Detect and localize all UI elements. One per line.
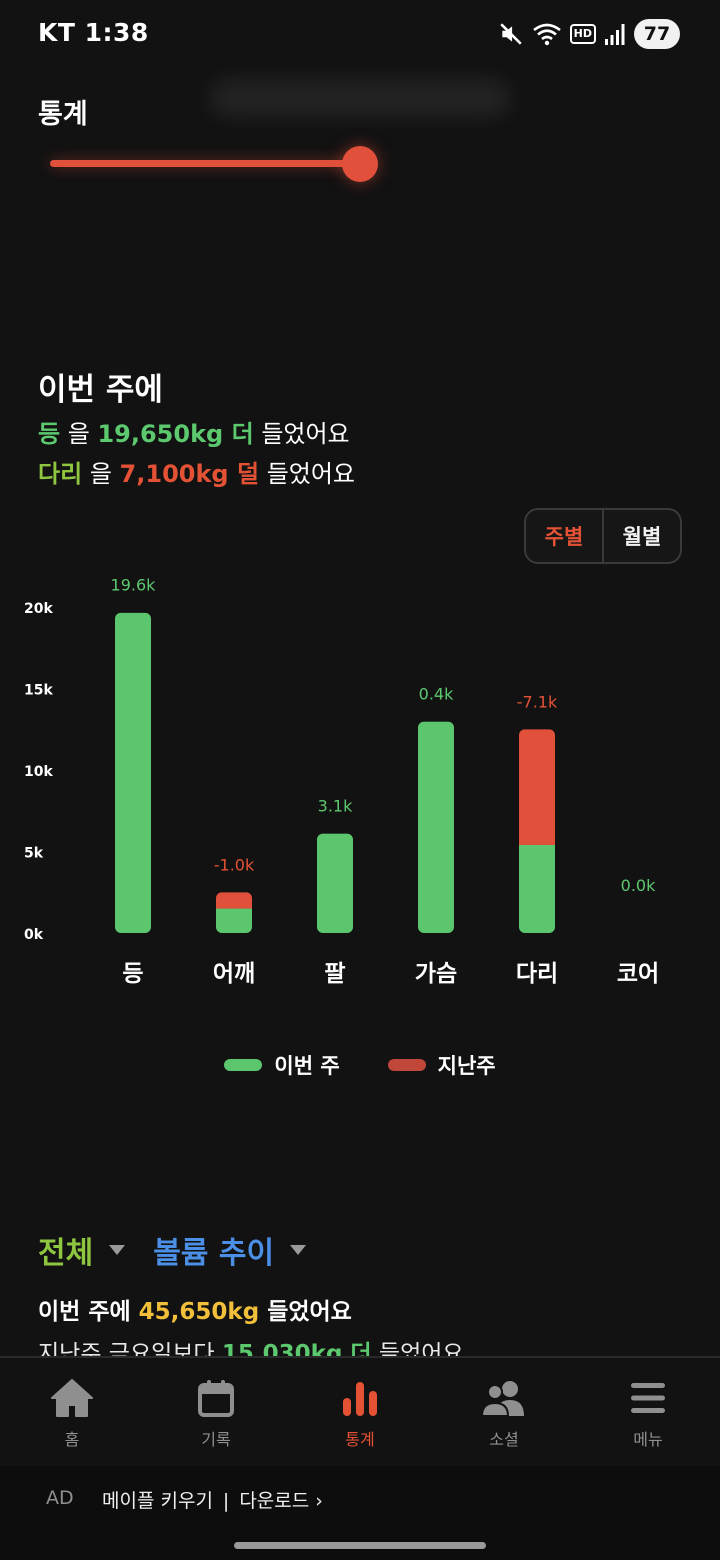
- nav-label-home: 홈: [64, 1430, 80, 1449]
- nav-item-stats[interactable]: 통계: [288, 1358, 432, 1466]
- bar-group: [317, 833, 353, 933]
- toggle-weekly[interactable]: 주별: [544, 525, 584, 549]
- people-icon: [480, 1381, 524, 1417]
- metric-dropdown-label[interactable]: 볼륨 추이: [153, 1236, 275, 1271]
- blurred-header-content: [210, 80, 510, 116]
- filter-chevron-down-icon[interactable]: [109, 1245, 126, 1255]
- bar-data-label: 0.0k: [621, 876, 656, 895]
- home-indicator[interactable]: [234, 1542, 486, 1549]
- bar-group: [519, 729, 555, 933]
- bar-group: [418, 721, 454, 933]
- nav-item-menu[interactable]: 메뉴: [576, 1358, 720, 1466]
- summary-line-top: 등 을 19,650kg 더 들었어요: [38, 414, 350, 449]
- bar-data-label: -1.0k: [214, 855, 255, 874]
- status-bar: KT 1:38 HD 77: [0, 0, 720, 68]
- filter-dropdown-label[interactable]: 전체: [38, 1236, 94, 1271]
- slider-thumb[interactable]: [342, 146, 378, 182]
- x-category-label: 팔: [324, 961, 345, 987]
- volume-bar-chart: 0k 5k 10k 15k 20k 19.6k 등 -1.0k 어깨 3.1k 팔 0.4k 가슴 -7.…: [24, 576, 659, 987]
- page-title: 통계: [38, 99, 88, 130]
- bar-this-week[interactable]: [317, 833, 353, 933]
- x-category-label: 어깨: [213, 961, 255, 987]
- bar-data-label: 0.4k: [419, 685, 454, 704]
- ad-separator: |: [222, 1490, 230, 1512]
- summary-bottom-suffix: 들었어요: [266, 460, 356, 488]
- nav-label-record: 기록: [201, 1430, 231, 1449]
- summary-top-suffix: 들었어요: [261, 420, 350, 448]
- slider-track[interactable]: [50, 160, 362, 167]
- nav-item-social[interactable]: 소셜: [432, 1358, 576, 1466]
- bar-data-label: 3.1k: [318, 797, 353, 816]
- bar-this-week[interactable]: [115, 612, 151, 933]
- ad-action[interactable]: 다운로드 ›: [239, 1490, 323, 1512]
- wifi-icon: [532, 23, 561, 46]
- bar-last-week[interactable]: [216, 892, 252, 909]
- mute-icon: [499, 23, 522, 45]
- toggle-monthly[interactable]: 월별: [602, 510, 680, 562]
- bar-this-week[interactable]: [418, 721, 454, 933]
- ad-title: 메이플 키우기: [102, 1490, 213, 1512]
- trend-summary-line: 이번 주에 45,650kg 들었어요: [38, 1292, 352, 1326]
- y-tick-label: 0k: [24, 927, 44, 943]
- x-category-label: 가슴: [415, 961, 457, 987]
- y-tick-label: 5k: [24, 846, 44, 862]
- hd-badge: HD: [569, 24, 596, 44]
- trend-line1-suffix: 들었어요: [267, 1299, 352, 1325]
- bar-data-label: -7.1k: [517, 692, 558, 711]
- x-category-label: 등: [122, 961, 143, 987]
- metric-chevron-down-icon[interactable]: [290, 1245, 307, 1255]
- summary-top-amount: 19,650kg 더: [97, 420, 254, 448]
- nav-item-home[interactable]: 홈: [0, 1358, 144, 1466]
- signal-icon: [605, 24, 625, 45]
- legend-label-this-week: 이번 주: [274, 1054, 340, 1078]
- ad-text[interactable]: 메이플 키우기 | 다운로드 ›: [102, 1486, 323, 1513]
- nav-label-social: 소셜: [489, 1430, 519, 1449]
- legend-label-last-week: 지난주: [437, 1054, 496, 1078]
- status-icons: HD 77: [498, 17, 680, 51]
- status-time: KT 1:38: [38, 18, 149, 47]
- home-icon: [51, 1379, 93, 1417]
- legend-last-week: 지난주: [387, 1050, 496, 1080]
- bar-chart-icon: [343, 1382, 377, 1416]
- ad-tag: AD: [46, 1487, 74, 1509]
- bar-this-week[interactable]: [519, 844, 555, 933]
- calendar-icon: [198, 1380, 234, 1417]
- summary-top-particle: 을: [67, 420, 90, 448]
- summary-bottom-part: 다리: [38, 460, 83, 488]
- bar-group: [216, 892, 252, 933]
- ad-banner[interactable]: AD 메이플 키우기 | 다운로드 ›: [0, 1466, 720, 1560]
- nav-label-stats: 통계: [345, 1430, 375, 1449]
- summary-bottom-amount: 7,100kg 덜: [119, 460, 260, 488]
- week-summary-heading: 이번 주에: [38, 372, 163, 408]
- bar-this-week[interactable]: [216, 908, 252, 933]
- summary-line-bottom: 다리 을 7,100kg 덜 들었어요: [38, 454, 355, 489]
- period-toggle: 주별 월별: [524, 508, 682, 564]
- bar-data-label: 19.6k: [111, 576, 157, 595]
- battery-badge: 77: [634, 19, 680, 49]
- legend-swatch-last-week: [387, 1059, 426, 1071]
- y-tick-label: 10k: [24, 764, 53, 780]
- summary-top-part: 등: [38, 420, 61, 448]
- nav-item-record[interactable]: 기록: [144, 1358, 288, 1466]
- trend-header: 전체 볼륨 추이: [38, 1228, 324, 1272]
- legend-swatch-this-week: [224, 1059, 263, 1071]
- summary-bottom-particle: 을: [89, 460, 112, 488]
- y-tick-label: 15k: [24, 683, 53, 699]
- trend-line1-amount: 45,650kg: [138, 1299, 260, 1325]
- trend-line1-prefix: 이번 주에: [38, 1299, 131, 1325]
- menu-icon: [631, 1383, 665, 1413]
- x-category-label: 다리: [516, 961, 558, 987]
- bottom-nav: 홈 기록 통계 소셜: [0, 1356, 720, 1466]
- bar-group: [115, 612, 151, 933]
- x-category-label: 코어: [617, 961, 659, 987]
- bar-last-week[interactable]: [519, 729, 555, 845]
- nav-label-menu: 메뉴: [633, 1430, 663, 1449]
- legend-this-week: 이번 주: [224, 1050, 340, 1080]
- chart-legend: 이번 주 지난주: [0, 1050, 720, 1080]
- y-tick-label: 20k: [24, 601, 53, 617]
